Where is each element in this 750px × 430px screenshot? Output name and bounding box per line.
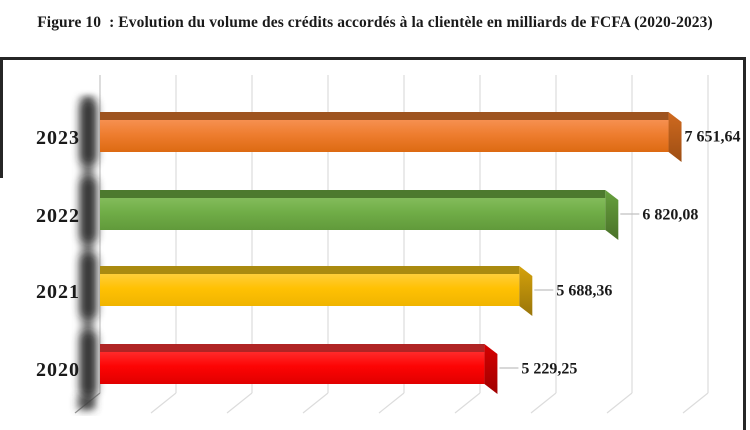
bars: 7 651,64 2023 6 820,08 2022 5 688,36 2021 5 22… (36, 112, 741, 394)
gridline-3d-foot (302, 392, 329, 414)
bar-end-cap-2022 (605, 190, 619, 240)
category-label-2020: 2020 (36, 359, 80, 381)
wall-shadow-foot (78, 396, 94, 410)
wall-shadow (76, 96, 98, 410)
bar-end-cap-2023 (668, 112, 682, 162)
bar-2021 (100, 274, 520, 306)
chart-frame-left-border (0, 57, 3, 178)
bar-wall-shadow-2021 (80, 254, 97, 318)
value-label-2021: 5 688,36 (556, 283, 612, 300)
chart-frame-top-border (0, 57, 746, 60)
bar-wall-shadow-2020 (80, 332, 97, 396)
gridline-3d-foot (150, 392, 177, 414)
figure-title: Figure 10 : Evolution du volume des créd… (37, 14, 713, 31)
bar-top-face-2022 (100, 190, 606, 198)
value-label-2022: 6 820,08 (642, 207, 698, 224)
gridline-3d-foot (530, 392, 557, 414)
gridline-3d-foot (606, 392, 633, 414)
bar-top-face-2021 (100, 266, 520, 274)
bar-end-cap-2020 (484, 344, 498, 394)
gridline-3d-foot (454, 392, 481, 414)
bar-wall-shadow-2023 (80, 100, 97, 164)
gridline-3d-foot (226, 392, 253, 414)
chart-frame-right-border (743, 57, 746, 430)
bar-2022 (100, 198, 606, 230)
bar-top-face-2020 (100, 344, 485, 352)
bar-2023 (100, 120, 669, 152)
value-label-2023: 7 651,64 (685, 129, 741, 146)
category-label-2023: 2023 (36, 127, 80, 149)
gridline-3d-foot (378, 392, 405, 414)
category-label-2021: 2021 (36, 281, 80, 303)
wall-shadow-strip (76, 96, 98, 408)
bar-wall-shadow-2022 (80, 178, 97, 242)
category-label-2022: 2022 (36, 205, 80, 227)
value-label-2020: 5 229,25 (521, 361, 577, 378)
gridline-3d-foot (682, 392, 709, 414)
bar-top-face-2023 (100, 112, 669, 120)
bar-2020 (100, 352, 485, 384)
bar-end-cap-2021 (519, 266, 533, 316)
